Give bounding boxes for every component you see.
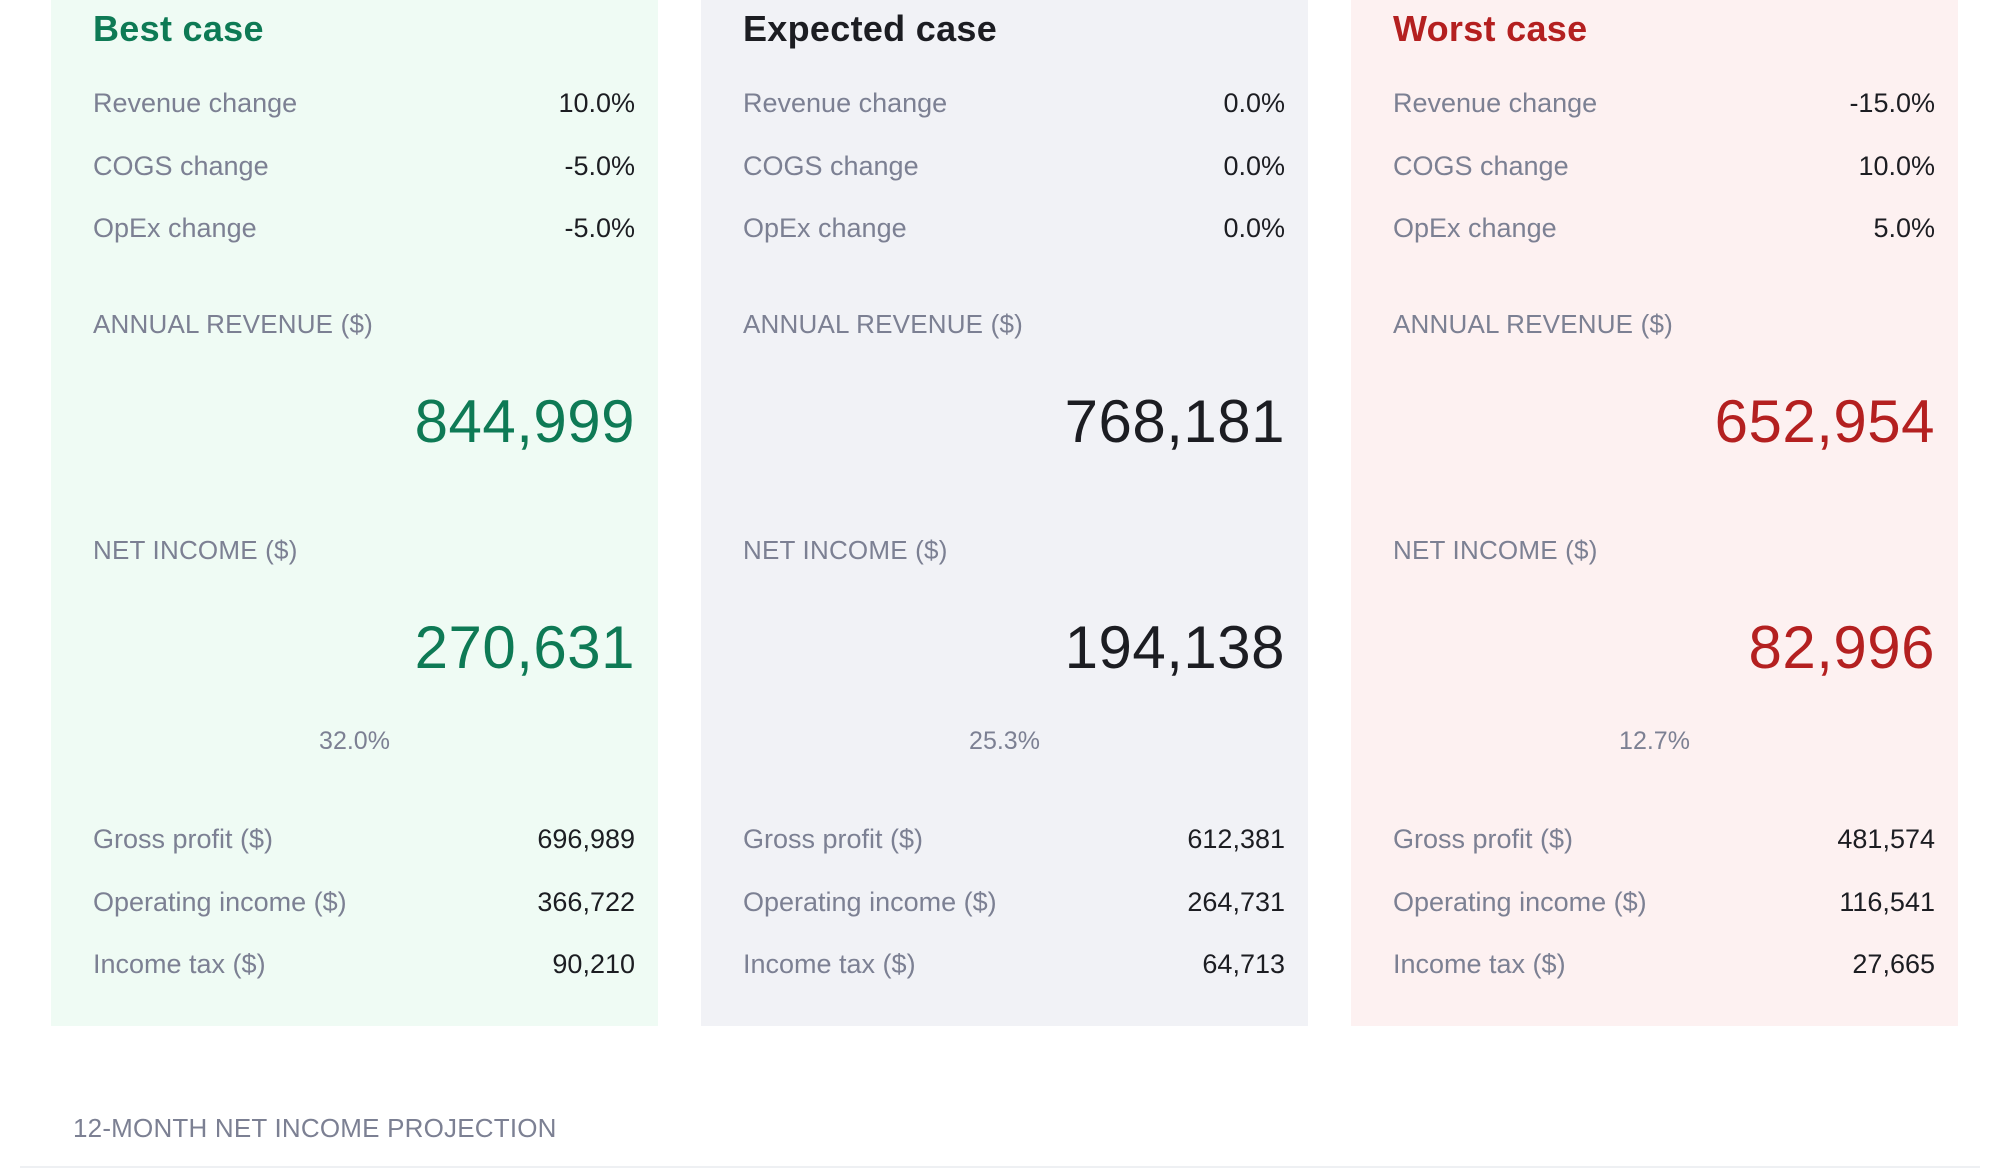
annual-revenue-value: 768,181: [1064, 388, 1285, 455]
input-row-opex-change: OpEx change 5.0%: [1393, 208, 1935, 248]
input-row-revenue-change: Revenue change -15.0%: [1393, 83, 1935, 123]
input-label: Revenue change: [1393, 87, 1598, 118]
input-label: OpEx change: [1393, 212, 1557, 243]
detail-label: Operating income ($): [743, 886, 997, 917]
input-value: 0.0%: [1223, 87, 1285, 118]
detail-label: Income tax ($): [1393, 948, 1566, 979]
input-label: OpEx change: [743, 212, 907, 243]
annual-revenue-label: ANNUAL REVENUE ($): [1393, 309, 1674, 339]
detail-row-gross-profit: Gross profit ($) 612,381: [743, 819, 1285, 859]
section-divider: [20, 1166, 1980, 1168]
input-value: -5.0%: [564, 150, 635, 181]
input-row-cogs-change: COGS change 10.0%: [1393, 146, 1935, 186]
net-income-value: 82,996: [1748, 614, 1935, 681]
scenario-title: Expected case: [743, 8, 998, 49]
net-income-value: 194,138: [1064, 614, 1285, 681]
detail-value: 612,381: [1187, 823, 1285, 854]
scenario-card-best: Best case Revenue change 10.0% COGS chan…: [51, 0, 658, 1026]
input-value: -15.0%: [1849, 87, 1935, 118]
input-row-revenue-change: Revenue change 10.0%: [93, 83, 635, 123]
net-income-label: NET INCOME ($): [743, 535, 948, 565]
input-value: 5.0%: [1873, 212, 1935, 243]
input-label: Revenue change: [93, 87, 298, 118]
detail-value: 90,210: [552, 948, 635, 979]
net-income-label: NET INCOME ($): [1393, 535, 1598, 565]
annual-revenue-label: ANNUAL REVENUE ($): [743, 309, 1024, 339]
detail-value: 64,713: [1202, 948, 1285, 979]
detail-row-gross-profit: Gross profit ($) 481,574: [1393, 819, 1935, 859]
net-income-label: NET INCOME ($): [93, 535, 298, 565]
detail-value: 696,989: [537, 823, 635, 854]
input-value: 0.0%: [1223, 212, 1285, 243]
projection-section-title: 12-MONTH NET INCOME PROJECTION: [73, 1113, 557, 1143]
annual-revenue-label: ANNUAL REVENUE ($): [93, 309, 374, 339]
input-value: -5.0%: [564, 212, 635, 243]
detail-value: 264,731: [1187, 886, 1285, 917]
net-income-value: 270,631: [414, 614, 635, 681]
input-row-cogs-change: COGS change -5.0%: [93, 146, 635, 186]
scenario-cards: Best case Revenue change 10.0% COGS chan…: [51, 0, 1959, 1026]
detail-value: 366,722: [537, 886, 635, 917]
input-row-revenue-change: Revenue change 0.0%: [743, 83, 1285, 123]
net-margin: 25.3%: [969, 727, 1040, 755]
annual-revenue-value: 652,954: [1714, 388, 1935, 455]
input-value: 0.0%: [1223, 150, 1285, 181]
input-label: COGS change: [1393, 150, 1569, 181]
input-value: 10.0%: [1858, 150, 1935, 181]
detail-value: 27,665: [1852, 948, 1935, 979]
detail-label: Gross profit ($): [1393, 823, 1574, 854]
detail-row-income-tax: Income tax ($) 64,713: [743, 944, 1285, 984]
input-label: OpEx change: [93, 212, 257, 243]
input-row-opex-change: OpEx change -5.0%: [93, 208, 635, 248]
detail-label: Operating income ($): [1393, 886, 1647, 917]
input-label: COGS change: [743, 150, 919, 181]
detail-row-operating-income: Operating income ($) 366,722: [93, 882, 635, 922]
detail-row-operating-income: Operating income ($) 264,731: [743, 882, 1285, 922]
input-row-opex-change: OpEx change 0.0%: [743, 208, 1285, 248]
detail-row-gross-profit: Gross profit ($) 696,989: [93, 819, 635, 859]
detail-label: Operating income ($): [93, 886, 347, 917]
input-row-cogs-change: COGS change 0.0%: [743, 146, 1285, 186]
detail-row-operating-income: Operating income ($) 116,541: [1393, 882, 1935, 922]
input-label: Revenue change: [743, 87, 948, 118]
input-label: COGS change: [93, 150, 269, 181]
net-margin: 12.7%: [1619, 727, 1690, 755]
detail-label: Gross profit ($): [93, 823, 274, 854]
detail-label: Income tax ($): [93, 948, 266, 979]
net-margin: 32.0%: [319, 727, 390, 755]
scenario-card-expected: Expected case Revenue change 0.0% COGS c…: [701, 0, 1308, 1026]
scenario-title: Best case: [93, 8, 264, 49]
detail-value: 481,574: [1837, 823, 1935, 854]
detail-label: Gross profit ($): [743, 823, 924, 854]
detail-row-income-tax: Income tax ($) 27,665: [1393, 944, 1935, 984]
detail-label: Income tax ($): [743, 948, 916, 979]
detail-value: 116,541: [1839, 886, 1935, 917]
annual-revenue-value: 844,999: [414, 388, 635, 455]
scenario-card-worst: Worst case Revenue change -15.0% COGS ch…: [1351, 0, 1958, 1026]
detail-row-income-tax: Income tax ($) 90,210: [93, 944, 635, 984]
input-value: 10.0%: [558, 87, 635, 118]
scenario-title: Worst case: [1393, 8, 1588, 49]
